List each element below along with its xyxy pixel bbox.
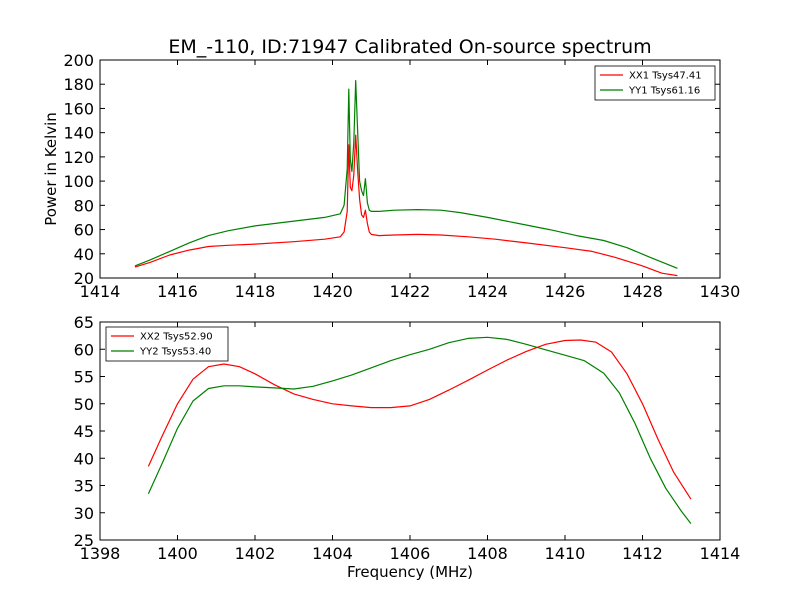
top-x-tick-label: 1426 (545, 282, 586, 301)
bottom-y-tick-label: 45 (74, 422, 94, 441)
top-y-tick-label: 120 (63, 148, 94, 167)
bottom-x-tick-label: 1412 (622, 544, 663, 563)
top-legend: XX1 Tsys47.41 YY1 Tsys61.16 (594, 65, 716, 101)
bottom-x-tick-label: 1406 (390, 544, 431, 563)
top-y-tick-label: 140 (63, 124, 94, 143)
bottom-series-line-xx (147, 339, 692, 500)
top-y-axis-label: Power in Kelvin (42, 112, 60, 226)
bottom-x-tick-label: 1410 (545, 544, 586, 563)
top-x-tick-label: 1416 (157, 282, 198, 301)
top-x-tick-label: 1428 (622, 282, 663, 301)
top-y-tick-label: 40 (74, 245, 94, 264)
chart-title: EM_-110, ID:71947 Calibrated On-source s… (168, 36, 651, 58)
bottom-y-tick-label: 65 (74, 313, 94, 332)
bottom-x-axis-label: Frequency (MHz) (347, 563, 473, 581)
bottom-y-tick-label: 40 (74, 449, 94, 468)
bottom-y-tick-label: 35 (74, 477, 94, 496)
bottom-legend-label: XX2 Tsys52.90 (140, 332, 213, 343)
bottom-y-tick-label: 30 (74, 504, 94, 523)
top-y-tick-label: 180 (63, 75, 94, 94)
bottom-y-tick-label: 55 (74, 368, 94, 387)
top-x-tick-label: 1420 (312, 282, 353, 301)
top-legend-box (594, 65, 716, 101)
top-ticks: 1414 1416 1418 1420 1422 1424 1426 1428 1430 20 40… (63, 51, 740, 301)
bottom-x-tick-label: 1408 (467, 544, 508, 563)
top-y-tick-label: 80 (74, 196, 94, 215)
top-legend-label: YY1 Tsys61.16 (628, 86, 700, 97)
top-series-line-xx (134, 134, 678, 277)
bottom-legend-label: YY2 Tsys53.40 (139, 347, 211, 358)
top-x-tick-label: 1422 (390, 282, 431, 301)
top-x-tick-label: 1418 (235, 282, 276, 301)
top-x-tick-label: 1430 (700, 282, 741, 301)
top-y-tick-label: 100 (63, 172, 94, 191)
bottom-y-tick-label: 50 (74, 395, 94, 414)
top-series-lines (134, 79, 678, 277)
bottom-y-tick-label: 60 (74, 340, 94, 359)
top-x-tick-label: 1414 (80, 282, 121, 301)
bottom-ticks: 1398 1400 1402 1404 1406 1408 1410 1412 1414 25 30… (74, 313, 741, 563)
top-y-tick-label: 60 (74, 221, 94, 240)
bottom-panel: 1398 1400 1402 1404 1406 1408 1410 1412 1414 25 30… (74, 313, 741, 581)
bottom-series-line-yy (147, 336, 692, 524)
bottom-x-tick-label: 1404 (312, 544, 353, 563)
bottom-legend-box (105, 326, 229, 362)
bottom-series-lines (147, 336, 692, 524)
bottom-y-tick-label: 25 (74, 531, 94, 550)
top-legend-label: XX1 Tsys47.41 (629, 71, 702, 82)
top-y-tick-label: 20 (74, 269, 94, 288)
top-panel: 1414 1416 1418 1420 1422 1424 1426 1428 1430 20 40… (42, 51, 740, 301)
bottom-x-tick-label: 1398 (80, 544, 121, 563)
top-series-line-yy (134, 79, 678, 269)
top-y-tick-label: 160 (63, 99, 94, 118)
top-y-tick-label: 200 (63, 51, 94, 70)
bottom-x-tick-label: 1402 (235, 544, 276, 563)
bottom-x-tick-label: 1414 (700, 544, 741, 563)
bottom-legend: XX2 Tsys52.90 YY2 Tsys53.40 (105, 326, 229, 362)
top-x-tick-label: 1424 (467, 282, 508, 301)
bottom-x-tick-label: 1400 (157, 544, 198, 563)
